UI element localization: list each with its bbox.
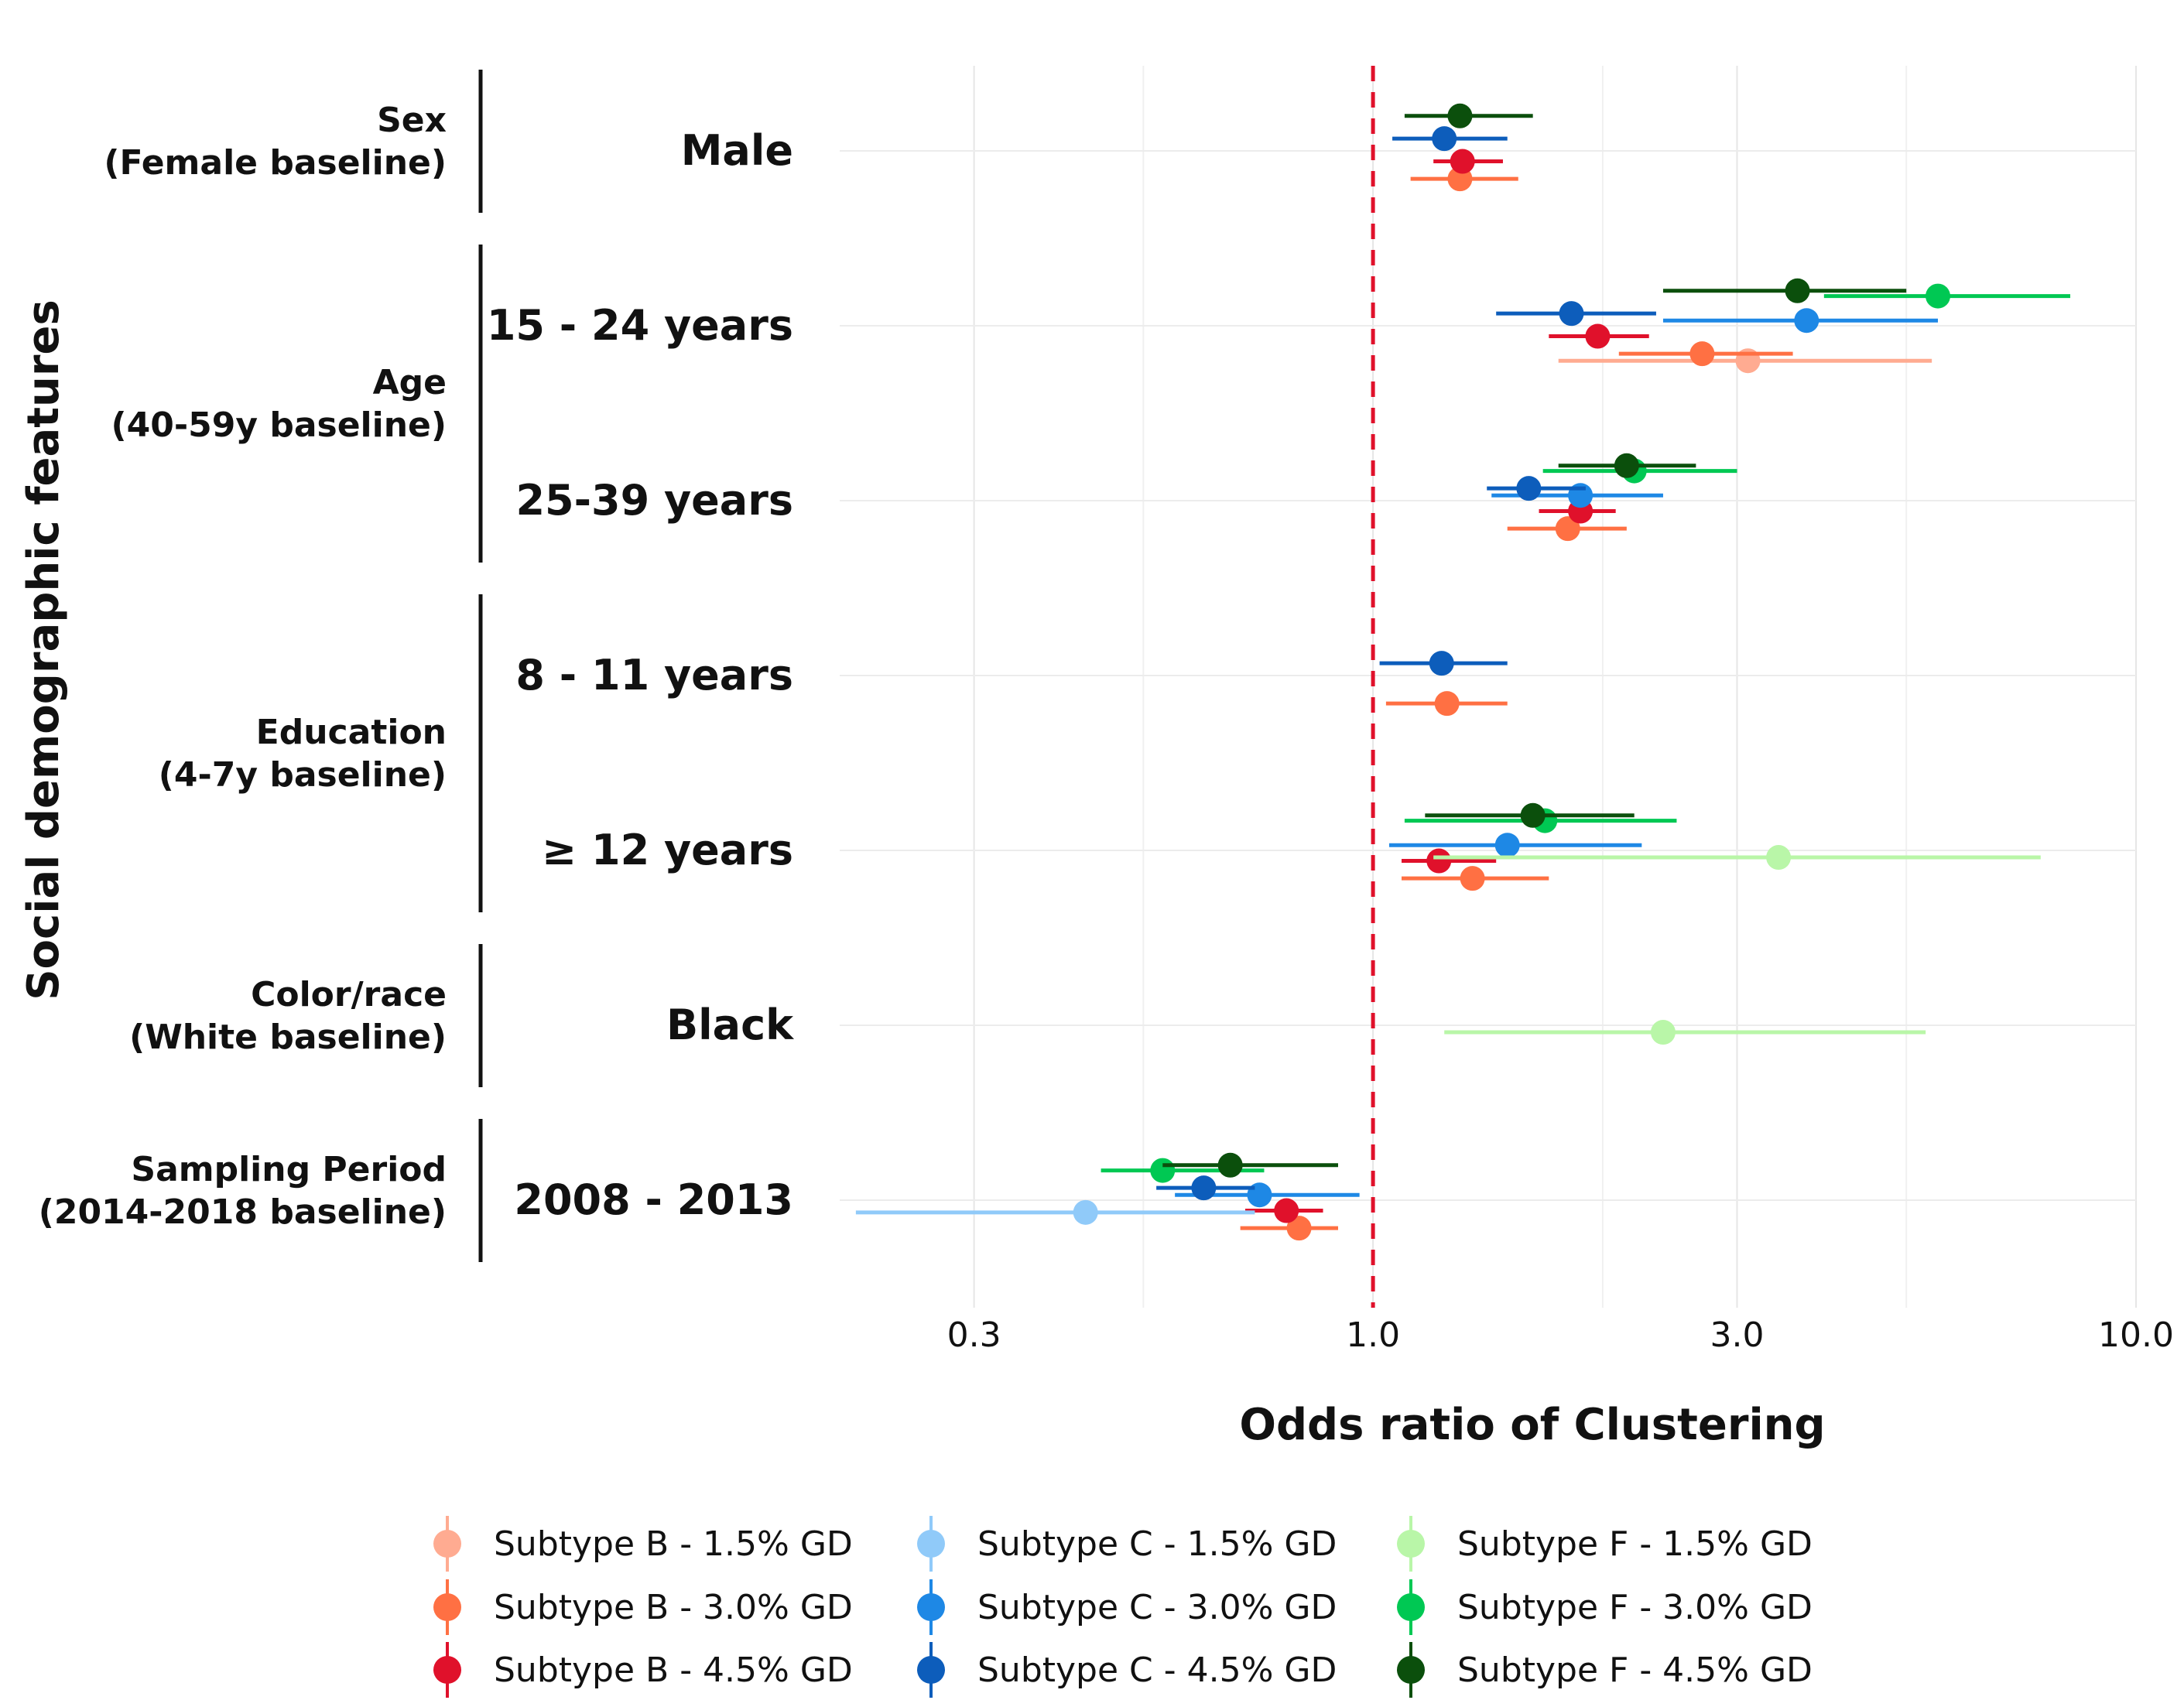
data-marks (855, 103, 2071, 1241)
group-label-sex-0: Sex (377, 101, 447, 140)
point-subtype-c-4-5-gd-25-39-years (1516, 476, 1542, 501)
legend-item-subtype-c-3-0-gd: Subtype C - 3.0% GD (917, 1579, 1337, 1635)
legend-key-marker (433, 1593, 461, 1621)
group-label-education-1: (4-7y baseline) (159, 755, 447, 795)
row-label-25-39-years: 25-39 years (515, 476, 793, 525)
series-subtype-f-4-5-gd (1162, 103, 1907, 1178)
legend-key-marker (917, 1530, 945, 1558)
legend-key-marker (433, 1656, 461, 1684)
x-tick-label-3-0: 3.0 (1710, 1315, 1765, 1355)
group-label-age-1: (40-59y baseline) (111, 405, 447, 445)
group-label-color-race-1: (White baseline) (129, 1018, 447, 1057)
point-subtype-c-4-5-gd-male (1432, 126, 1457, 152)
point-subtype-b-4-5-gd-15-24-years (1585, 323, 1611, 349)
legend-item-subtype-f-1-5-gd: Subtype F - 1.5% GD (1397, 1516, 1813, 1572)
row-label-2008-2013: 2008 - 2013 (514, 1175, 793, 1224)
legend-item-subtype-f-3-0-gd: Subtype F - 3.0% GD (1397, 1579, 1813, 1635)
x-tick-label-10-0: 10.0 (2098, 1315, 2174, 1355)
row-label-male: Male (681, 126, 793, 175)
point-subtype-f-3-0-gd-15-24-years (1926, 283, 1951, 309)
point-subtype-c-3-0-gd-15-24-years (1794, 308, 1819, 334)
point-subtype-b-3-0-gd-15-24-years (1689, 341, 1715, 367)
point-subtype-f-4-5-gd-male (1447, 103, 1473, 128)
legend-item-subtype-c-4-5-gd: Subtype C - 4.5% GD (917, 1642, 1337, 1698)
series-subtype-b-4-5-gd (1244, 149, 1649, 1223)
group-label-sampling-period-0: Sampling Period (131, 1150, 447, 1189)
legend-key-marker (1397, 1593, 1425, 1621)
legend-key-marker (1397, 1656, 1425, 1684)
point-subtype-b-3-0-gd-12-years (1460, 866, 1485, 891)
point-subtype-c-4-5-gd-2008-2013 (1191, 1175, 1217, 1201)
point-subtype-f-4-5-gd-15-24-years (1785, 278, 1810, 303)
legend-label: Subtype C - 1.5% GD (977, 1524, 1337, 1564)
series-subtype-b-3-0-gd (1240, 166, 1793, 1241)
point-subtype-c-3-0-gd-12-years (1494, 833, 1520, 858)
group-label-sex-1: (Female baseline) (104, 143, 447, 183)
group-label-education-0: Education (256, 713, 447, 752)
row-labels: Male 15 - 24 years 25-39 years 8 - 11 years… (39, 70, 794, 1262)
x-axis: Odds ratio of Clustering 0.3 1.0 3.0 10.0 (947, 1315, 2174, 1450)
legend-label: Subtype F - 3.0% GD (1457, 1588, 1813, 1627)
point-subtype-f-1-5-gd-12-years (1766, 845, 1792, 871)
row-label-8-11-years: 8 - 11 years (515, 651, 793, 700)
row-label-12-years: ≥ 12 years (542, 826, 793, 874)
legend-item-subtype-b-1-5-gd: Subtype B - 1.5% GD (433, 1516, 853, 1572)
point-subtype-b-3-0-gd-2008-2013 (1286, 1216, 1312, 1241)
legend-key-marker (917, 1656, 945, 1684)
point-subtype-f-4-5-gd-2008-2013 (1217, 1152, 1243, 1178)
series-subtype-f-1-5-gd (1433, 845, 2041, 1045)
legend-key-marker (917, 1593, 945, 1621)
point-subtype-f-3-0-gd-2008-2013 (1150, 1158, 1176, 1183)
point-subtype-b-4-5-gd-2008-2013 (1274, 1198, 1299, 1223)
point-subtype-b-3-0-gd-8-11-years (1434, 691, 1460, 717)
x-tick-label-0-3: 0.3 (947, 1315, 1001, 1355)
legend-label: Subtype B - 4.5% GD (494, 1651, 853, 1690)
point-subtype-f-4-5-gd-12-years (1520, 802, 1546, 828)
group-label-age-0: Age (373, 363, 447, 402)
legend-label: Subtype B - 3.0% GD (494, 1588, 853, 1627)
legend-label: Subtype B - 1.5% GD (494, 1524, 853, 1564)
point-subtype-c-1-5-gd-2008-2013 (1073, 1199, 1098, 1225)
legend-item-subtype-b-3-0-gd: Subtype B - 3.0% GD (433, 1579, 853, 1635)
legend-label: Subtype C - 4.5% GD (977, 1651, 1337, 1690)
point-subtype-b-4-5-gd-12-years (1426, 848, 1452, 874)
legend: Subtype B - 1.5% GD Subtype B - 3.0% GD Su… (433, 1516, 1813, 1698)
group-label-color-race-0: Color/race (251, 975, 447, 1014)
series-subtype-c-3-0-gd (1175, 308, 1939, 1208)
legend-label: Subtype F - 4.5% GD (1457, 1651, 1813, 1690)
legend-label: Subtype C - 3.0% GD (977, 1588, 1337, 1627)
legend-item-subtype-b-4-5-gd: Subtype B - 4.5% GD (433, 1642, 853, 1698)
legend-item-subtype-f-4-5-gd: Subtype F - 4.5% GD (1397, 1642, 1813, 1698)
point-subtype-c-4-5-gd-15-24-years (1559, 301, 1584, 327)
series-subtype-c-1-5-gd (855, 1199, 1255, 1225)
point-subtype-f-1-5-gd-black (1650, 1020, 1676, 1045)
legend-item-subtype-c-1-5-gd: Subtype C - 1.5% GD (917, 1516, 1337, 1572)
y-axis-title: Social demographic features (19, 299, 69, 1001)
x-axis-title: Odds ratio of Clustering (1239, 1400, 1825, 1450)
series-subtype-f-3-0-gd (1101, 283, 2071, 1183)
row-label-15-24-years: 15 - 24 years (487, 301, 793, 350)
row-label-black: Black (666, 1001, 794, 1049)
point-subtype-b-4-5-gd-male (1450, 149, 1475, 174)
series-subtype-c-4-5-gd (1156, 126, 1656, 1201)
point-subtype-c-4-5-gd-8-11-years (1429, 651, 1454, 676)
point-subtype-f-4-5-gd-25-39-years (1614, 453, 1639, 478)
grid-lines (840, 66, 2137, 1308)
group-label-sampling-period-1: (2014-2018 baseline) (39, 1192, 447, 1232)
legend-label: Subtype F - 1.5% GD (1457, 1524, 1813, 1564)
legend-key-marker (433, 1530, 461, 1558)
x-tick-label-1-0: 1.0 (1346, 1315, 1400, 1355)
legend-key-marker (1397, 1530, 1425, 1558)
point-subtype-b-3-0-gd-25-39-years (1555, 516, 1580, 542)
